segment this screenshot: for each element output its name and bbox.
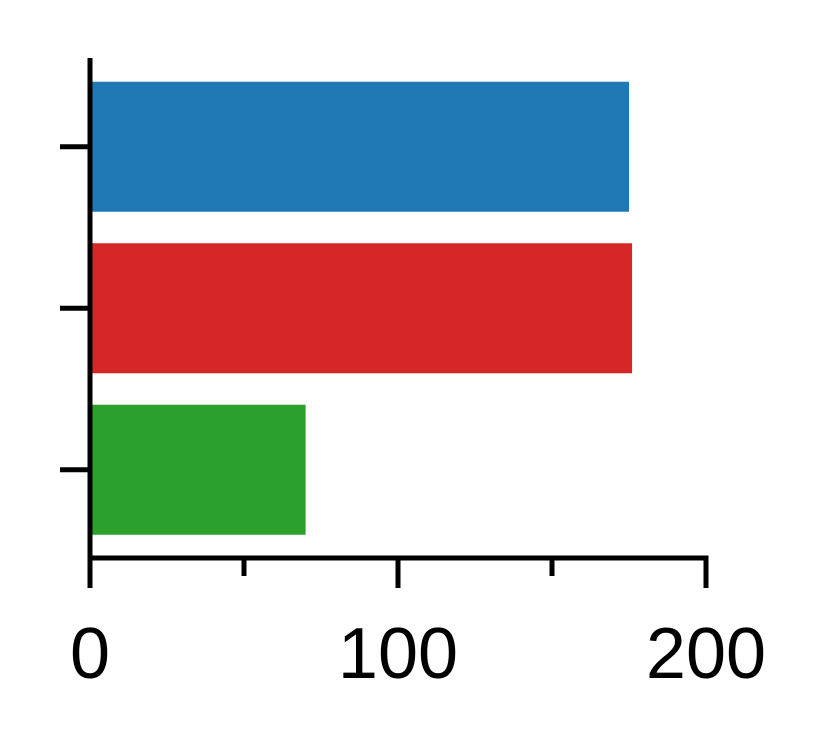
x-tick-label-100: 100 bbox=[338, 614, 458, 694]
x-tick-label-200: 200 bbox=[646, 614, 766, 694]
ticks-layer bbox=[60, 144, 709, 588]
bar-2 bbox=[90, 243, 633, 374]
bar-3 bbox=[90, 404, 306, 535]
tick-labels-layer: 0 100 200 bbox=[70, 614, 766, 694]
bar-1 bbox=[90, 81, 629, 212]
x-tick-label-0: 0 bbox=[70, 614, 110, 694]
bars-layer bbox=[90, 81, 633, 535]
